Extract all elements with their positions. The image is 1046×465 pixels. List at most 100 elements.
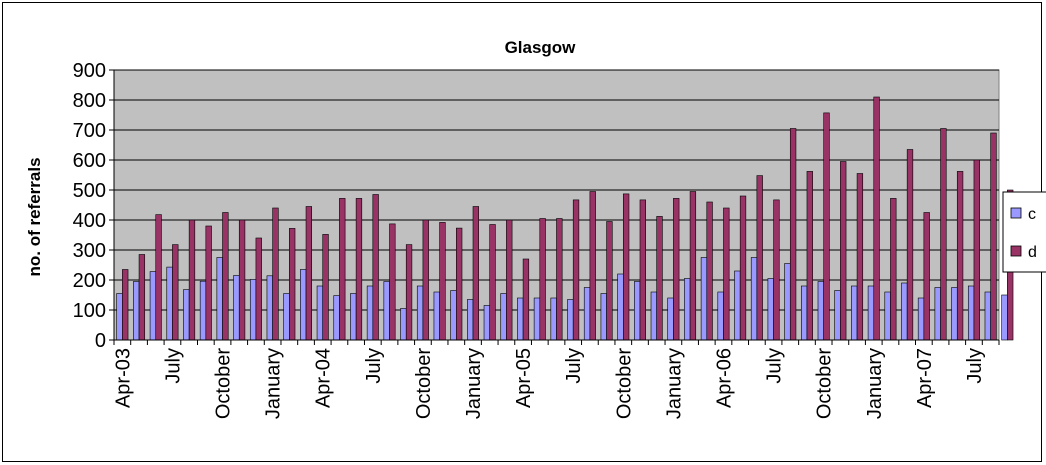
bar-c [483, 305, 491, 341]
bar-c [784, 263, 791, 341]
bar-d [773, 199, 780, 341]
bar-d [389, 223, 396, 341]
bar-d [706, 201, 713, 341]
bar-c [650, 291, 657, 341]
bar-d [622, 193, 630, 341]
bar-d [155, 214, 162, 341]
bar-c [884, 291, 891, 341]
y-tick-label: 100 [73, 300, 106, 322]
bar-c [734, 270, 741, 341]
bar-c [684, 278, 691, 341]
bar-c [116, 293, 123, 341]
x-tick-label: July [964, 348, 986, 384]
bar-d [188, 219, 196, 341]
bar-c [433, 291, 440, 341]
bar-c [366, 285, 374, 341]
x-tick-label: July [563, 348, 585, 384]
bar-c [717, 291, 724, 341]
bar-c [517, 297, 524, 341]
bar-d [539, 218, 546, 341]
bar-d [122, 269, 129, 341]
bar-c [249, 279, 257, 341]
bar-d [305, 206, 313, 341]
y-axis-label: no. of referrals [25, 157, 44, 276]
x-tick-label: July [363, 348, 385, 384]
x-tick-label: January [663, 348, 685, 419]
bar-c [600, 293, 607, 341]
bar-d [823, 112, 830, 341]
x-tick-label: Apr-07 [914, 348, 936, 408]
bar-c [350, 293, 357, 341]
bar-d [222, 212, 229, 341]
bar-c [500, 293, 507, 341]
bar-d [556, 218, 563, 341]
bar-c [216, 257, 223, 341]
bar-c [183, 289, 190, 341]
bar-c [934, 287, 941, 341]
bar-c [450, 290, 457, 341]
x-tick-label: October [413, 348, 435, 419]
bar-d [689, 191, 697, 341]
bar-c [984, 291, 991, 341]
bar-d [422, 219, 429, 341]
bar-d [906, 149, 914, 341]
x-tick-label: October [814, 348, 836, 419]
y-tick-label: 800 [73, 90, 106, 112]
y-tick-label: 400 [73, 210, 106, 232]
bar-d [873, 96, 880, 341]
bar-d [272, 207, 279, 341]
bar-d [789, 128, 797, 341]
bar-c [700, 257, 708, 341]
x-tick-label: July [162, 348, 184, 384]
bar-c [416, 285, 424, 341]
bar-d [806, 171, 813, 341]
legend-swatch-d [1010, 245, 1022, 257]
bar-c [851, 285, 858, 341]
bar-d [238, 219, 246, 341]
legend-box [1002, 191, 1046, 273]
legend-label-d: d [1028, 244, 1037, 261]
bar-d [355, 198, 363, 341]
bar-c [550, 297, 557, 341]
bar-d [138, 254, 146, 341]
bar-d [322, 234, 329, 341]
y-tick-label: 600 [73, 150, 106, 172]
bar-c [567, 299, 574, 341]
bar-d [723, 207, 730, 341]
bar-c [750, 257, 758, 341]
bar-d [656, 216, 663, 341]
bar-c [817, 281, 824, 341]
bar-c [316, 285, 324, 341]
legend-label-c: c [1028, 206, 1036, 223]
bar-c [266, 275, 273, 341]
bar-d [439, 222, 446, 341]
x-tick-label: January [263, 348, 285, 419]
bar-c [283, 293, 290, 341]
bar-d [405, 244, 413, 341]
bar-c [867, 285, 875, 341]
bar-c [800, 285, 808, 341]
bar-d [489, 224, 496, 341]
bar-d [589, 191, 596, 341]
x-tick-label: January [864, 348, 886, 419]
bar-c [834, 290, 841, 341]
bar-c [333, 295, 340, 341]
bar-c [133, 281, 140, 341]
bar-d [756, 175, 763, 341]
bar-c [917, 297, 925, 341]
bar-d [739, 195, 747, 341]
bar-c [617, 273, 624, 341]
legend-swatch-c [1010, 207, 1022, 219]
x-tick-label: July [764, 348, 786, 384]
bar-d [856, 173, 864, 341]
bar-c [233, 275, 240, 341]
x-tick-label: Apr-05 [513, 348, 535, 408]
bar-d [172, 244, 179, 341]
bar-d [339, 198, 346, 341]
y-tick-label: 500 [73, 180, 106, 202]
x-tick-label: October [213, 348, 235, 419]
bar-c [951, 287, 958, 341]
bar-d [890, 198, 897, 341]
bar-c [149, 271, 157, 341]
